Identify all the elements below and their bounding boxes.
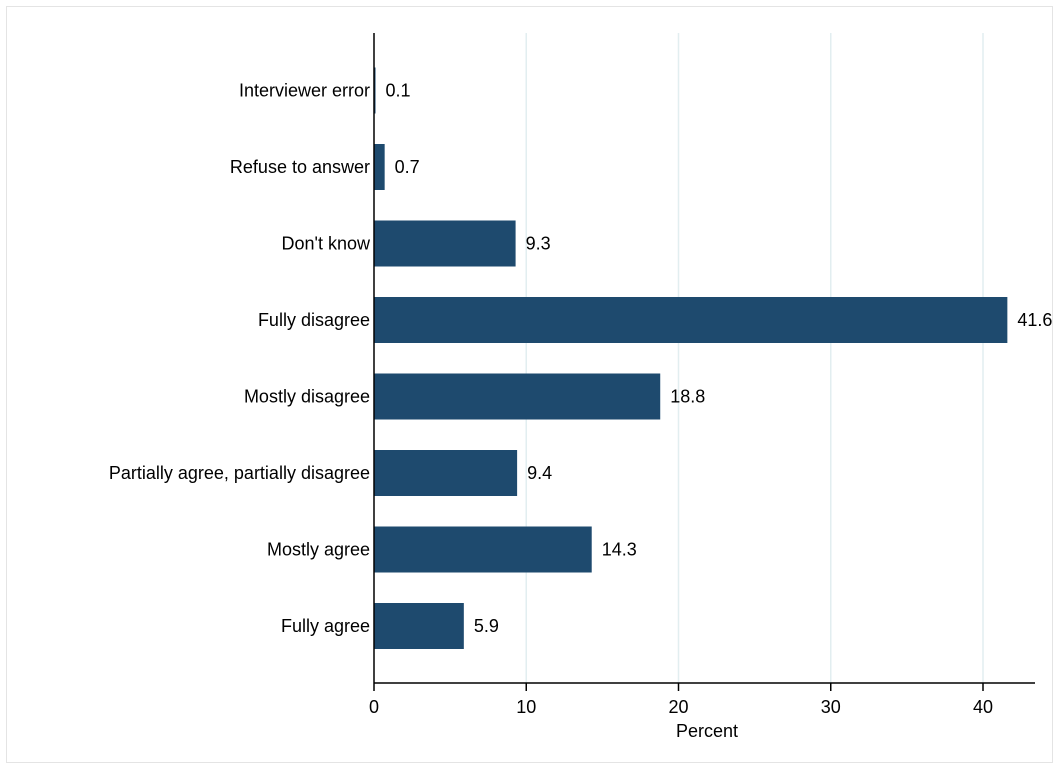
bars (374, 67, 1008, 649)
x-tick-label: 10 (516, 697, 536, 717)
category-labels: Interviewer error Refuse to answer Don't k… (109, 81, 371, 637)
value-label: 9.3 (526, 234, 551, 254)
category-label: Partially agree, partially disagree (109, 463, 370, 483)
gridlines (525, 33, 984, 683)
value-label: 14.3 (602, 540, 637, 560)
value-label: 18.8 (670, 387, 705, 407)
category-label: Fully disagree (258, 310, 370, 330)
category-label: Refuse to answer (230, 157, 370, 177)
bar (374, 144, 385, 190)
bar (374, 220, 516, 267)
axes (373, 33, 1035, 684)
bar (374, 603, 464, 649)
category-label: Mostly agree (267, 540, 370, 560)
category-label: Don't know (282, 234, 371, 254)
x-tick-label: 0 (369, 697, 379, 717)
bar (374, 67, 376, 114)
bar (374, 373, 661, 420)
value-label: 0.7 (395, 157, 420, 177)
x-axis-title: Percent (676, 721, 738, 741)
value-labels: 0.1 0.7 9.3 41.6 18.8 9.4 14.3 5.9 (386, 81, 1053, 637)
x-tick-label: 30 (821, 697, 841, 717)
value-label: 9.4 (527, 463, 552, 483)
category-label: Interviewer error (239, 81, 370, 101)
bar (374, 297, 1008, 343)
bar (374, 526, 592, 573)
value-label: 0.1 (386, 81, 411, 101)
x-tick-label: 20 (668, 697, 688, 717)
category-label: Fully agree (281, 616, 370, 636)
x-tick-label: 40 (973, 697, 993, 717)
category-label: Mostly disagree (244, 387, 370, 407)
value-label: 41.6 (1017, 310, 1052, 330)
bar (374, 450, 518, 496)
value-label: 5.9 (474, 616, 499, 636)
x-ticks: 0 10 20 30 40 (369, 683, 993, 717)
